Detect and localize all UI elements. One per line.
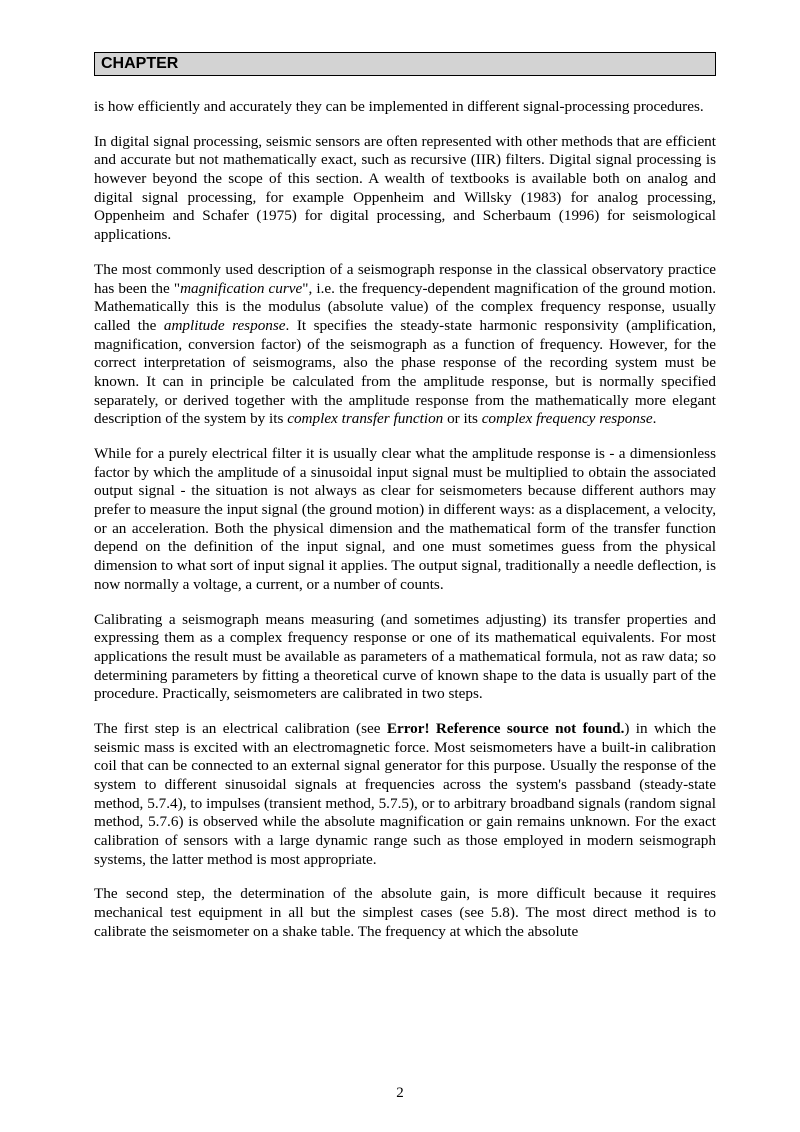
paragraph-4: While for a purely electrical filter it … — [94, 445, 716, 595]
text-run: . — [653, 410, 657, 427]
paragraph-6: The first step is an electrical calibrat… — [94, 720, 716, 870]
error-reference: Error! Reference source not found. — [387, 720, 625, 737]
chapter-label: CHAPTER — [101, 55, 178, 72]
paragraph-3: The most commonly used description of a … — [94, 261, 716, 429]
paragraph-2: In digital signal processing, seismic se… — [94, 133, 716, 245]
page-number: 2 — [0, 1085, 800, 1102]
paragraph-5: Calibrating a seismograph means measurin… — [94, 611, 716, 704]
text-run: The first step is an electrical calibrat… — [94, 720, 387, 737]
paragraph-7: The second step, the determination of th… — [94, 885, 716, 941]
italic-term-magnification: magnification curve — [180, 280, 302, 297]
text-run: ) in which the seismic mass is excited w… — [94, 720, 716, 868]
paragraph-1: is how efficiently and accurately they c… — [94, 98, 716, 117]
italic-term-freqresp: complex frequency response — [482, 410, 653, 427]
italic-term-transfer: complex transfer function — [287, 410, 443, 427]
text-run: or its — [443, 410, 481, 427]
italic-term-amplitude: amplitude response — [164, 317, 286, 334]
chapter-header-box: CHAPTER — [94, 52, 716, 76]
document-page: CHAPTER is how efficiently and accuratel… — [0, 0, 800, 1132]
